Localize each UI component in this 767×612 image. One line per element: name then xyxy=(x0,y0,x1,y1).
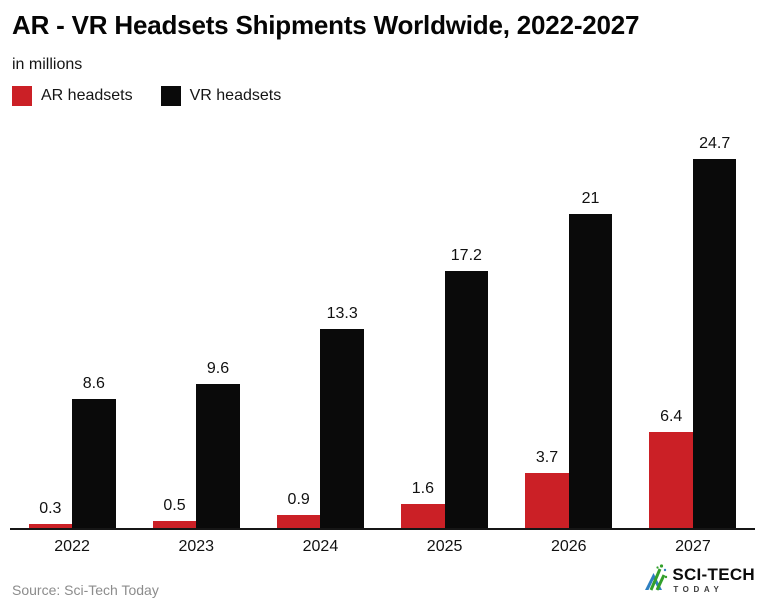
bar-value-label: 6.4 xyxy=(660,408,683,426)
ar-bar-2025: 1.6 xyxy=(401,480,445,528)
x-axis-labels: 2022 2023 2024 2025 2026 2027 xyxy=(10,530,755,556)
logo-subtitle: TODAY xyxy=(673,584,724,594)
scitech-logo-icon xyxy=(643,562,668,597)
bar-value-label: 17.2 xyxy=(450,246,482,264)
ar-bar-2026: 3.7 xyxy=(525,449,569,528)
bar-group-2027: 6.4 24.7 xyxy=(631,135,755,528)
bar-value-label: 0.5 xyxy=(163,496,186,514)
bar-group-2025: 1.6 17.2 xyxy=(383,148,507,528)
x-axis-label-2022: 2022 xyxy=(54,538,90,555)
bar-group-2023: 0.5 9.6 xyxy=(134,148,258,528)
legend-label-vr-headsets: VR headsets xyxy=(189,87,282,104)
legend: AR headsets VR headsets xyxy=(12,86,281,106)
bar-value-label: 8.6 xyxy=(82,375,105,393)
bar-value-label: 21 xyxy=(581,190,600,208)
source-text: Source: Sci-Tech Today xyxy=(12,582,159,598)
bar-value-label: 9.6 xyxy=(206,360,230,378)
legend-label-ar-headsets: AR headsets xyxy=(41,87,133,104)
bar-group-2024: 0.9 13.3 xyxy=(258,148,382,528)
x-axis-label-2024: 2024 xyxy=(302,538,339,555)
bar-value-label: 0.9 xyxy=(287,490,310,508)
vr-bar-2026: 21 xyxy=(568,190,613,528)
ar-bar-2024: 0.9 xyxy=(276,491,321,528)
legend-item-ar-headsets: AR headsets xyxy=(12,86,133,106)
vr-bar-2023: 9.6 xyxy=(196,360,240,528)
vr-bar-2022: 8.6 xyxy=(72,375,116,528)
logo-title: SCI-TECH xyxy=(672,564,755,584)
bar-value-label: 0.3 xyxy=(39,499,62,517)
legend-item-vr-headsets: VR headsets xyxy=(160,86,282,106)
bar-value-label: 13.3 xyxy=(326,305,358,323)
vr-bar-2025: 17.2 xyxy=(444,247,489,528)
bar-value-label: 3.7 xyxy=(535,448,559,466)
ar-bar-2027: 6.4 xyxy=(649,408,693,528)
ar-bar-2023: 0.5 xyxy=(152,497,197,528)
bar-group-2026: 3.7 21 xyxy=(507,148,631,528)
bar-groups: 0.3 8.6 0.5 9.6 0.9 13.3 1.6 17.2 3.7 21 6.4 24.7 xyxy=(10,135,755,528)
bar-value-label: 1.6 xyxy=(411,480,434,498)
x-axis-label-2025: 2025 xyxy=(426,538,463,555)
x-axis-label-2023: 2023 xyxy=(178,538,215,555)
vr-bar-2027: 24.7 xyxy=(692,135,737,528)
x-axis-line xyxy=(10,528,755,530)
scitech-logo-text: SCI-TECH TODAY xyxy=(672,566,755,594)
bar-group-2022: 0.3 8.6 xyxy=(10,148,134,528)
ar-bar-2022: 0.3 xyxy=(28,500,73,528)
x-axis-label-2027: 2027 xyxy=(675,538,711,555)
bar-chart: 0.3 8.6 0.5 9.6 0.9 13.3 1.6 17.2 3.7 21 6.4 24.7 2… xyxy=(10,135,755,556)
x-axis-label-2026: 2026 xyxy=(550,538,587,555)
vr-headsets-swatch xyxy=(160,86,181,106)
bar-value-label: 24.7 xyxy=(699,134,731,152)
scitech-logo: SCI-TECH TODAY xyxy=(643,562,755,597)
chart-title: AR - VR Headsets Shipments Worldwide, 20… xyxy=(12,10,640,40)
vr-bar-2024: 13.3 xyxy=(320,305,364,528)
chart-subtitle: in millions xyxy=(12,56,83,73)
ar-headsets-swatch xyxy=(12,86,32,106)
